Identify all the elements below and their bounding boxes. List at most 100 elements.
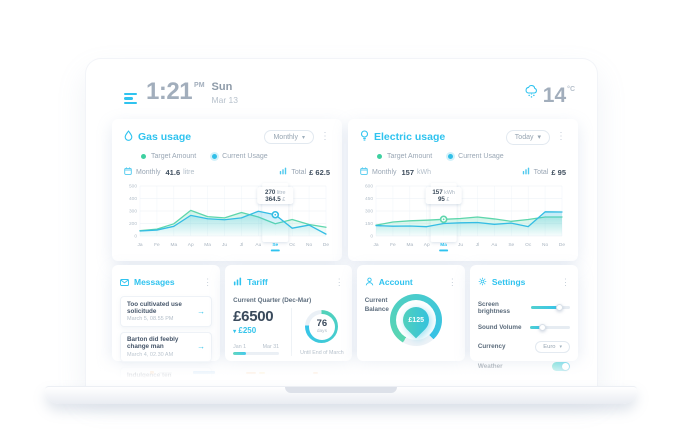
gear-icon [478, 273, 487, 291]
gas-total-label: Total [291, 168, 307, 176]
current-usage-dot [448, 154, 454, 159]
account-balance-label: Current Balance [364, 297, 389, 313]
currency-value: Euro [543, 343, 556, 350]
tariff-days-value: 76 [316, 317, 328, 329]
message-time: March 4, 02.30 AM [127, 351, 174, 358]
brightness-label: Screen brightness [477, 300, 511, 315]
electric-legend: Target Amount Current Usage [377, 153, 566, 160]
svg-text:95 £: 95 £ [438, 196, 449, 203]
laptop-base [45, 386, 637, 404]
electric-period-dropdown[interactable]: Today ▾ [505, 129, 550, 145]
volume-slider[interactable] [530, 323, 570, 331]
svg-text:300: 300 [129, 209, 137, 215]
svg-text:De: De [559, 242, 565, 248]
svg-text:Ap: Ap [188, 242, 194, 248]
svg-text:No: No [306, 242, 312, 248]
droplet-icon [124, 128, 133, 146]
svg-text:Ma: Ma [440, 242, 447, 248]
kebab-menu-icon[interactable]: ⋮ [334, 277, 344, 287]
tariff-end-date: Mar 31 [262, 344, 280, 350]
gas-info-row: Monthly 41.6 litre Total £ 62.5 [124, 167, 330, 177]
svg-text:Oc: Oc [525, 242, 532, 248]
day-label: Sun [211, 81, 233, 93]
clock: 1:21 PM Sun Mar 13 [146, 80, 239, 106]
gas-period-value: Monthly [273, 133, 298, 141]
message-time: March 5, 08.55 PM [127, 316, 174, 322]
svg-text:Se: Se [508, 242, 514, 248]
tariff-title: Tariff [247, 277, 268, 287]
stats-icon [279, 167, 287, 177]
gas-usage-card: Gas usage Monthly ▾ ⋮ Target Amount Curre… [112, 119, 342, 261]
svg-text:Ap: Ap [424, 242, 430, 248]
svg-text:300: 300 [365, 209, 373, 215]
svg-text:De: De [323, 242, 329, 248]
messages-title: Messages [134, 277, 175, 287]
svg-text:150: 150 [365, 221, 373, 227]
svg-text:No: No [542, 242, 548, 248]
kebab-menu-icon[interactable]: ⋮ [203, 277, 213, 287]
rain-cloud-icon [524, 85, 539, 105]
current-usage-label: Current Usage [458, 153, 504, 160]
slider-knob[interactable] [555, 303, 563, 311]
trackpad-notch [285, 387, 397, 393]
svg-text:Ma: Ma [406, 242, 413, 248]
tariff-footnote: Until End of March [300, 350, 344, 356]
message-item[interactable]: Too cultivated use solicitude March 5, 0… [120, 296, 213, 327]
svg-text:Fe: Fe [390, 242, 396, 248]
electric-stat-label: Monthly [372, 168, 397, 176]
date-label: Mar 13 [211, 95, 239, 105]
hamburger-menu-icon[interactable] [124, 93, 137, 105]
svg-text:Ju: Ju [222, 242, 227, 248]
message-item[interactable]: Barton did feebly change man March 4, 02… [120, 331, 213, 362]
svg-text:Ja: Ja [137, 242, 142, 248]
temperature-value: 14 [542, 84, 567, 107]
kebab-menu-icon[interactable]: ⋮ [561, 277, 570, 287]
kebab-menu-icon[interactable]: ⋮ [320, 131, 330, 142]
weather-toggle[interactable] [552, 362, 570, 371]
decrease-icon: ▾ [233, 329, 237, 335]
gas-period-dropdown[interactable]: Monthly ▾ [264, 130, 314, 144]
electric-stat-value: 157 [401, 167, 415, 177]
settings-title: Settings [491, 277, 526, 287]
svg-text:600: 600 [365, 184, 373, 190]
tariff-card: Tariff ⋮ Current Quarter (Dec-Mar) £6500… [225, 265, 352, 361]
currency-dropdown[interactable]: Euro ▾ [535, 340, 570, 353]
electric-period-value: Today [514, 133, 534, 141]
target-amount-label: Target Amount [387, 153, 433, 160]
svg-text:Au: Au [491, 242, 497, 248]
tariff-subtitle: Current Quarter (Dec-Mar) [233, 297, 312, 304]
svg-text:Au: Au [255, 242, 261, 248]
weather-toggle-label: Weather [477, 363, 503, 370]
kebab-menu-icon[interactable]: ⋮ [447, 277, 457, 287]
calendar-icon [124, 167, 132, 177]
kebab-menu-icon[interactable]: ⋮ [556, 131, 566, 142]
messages-card: Messages ⋮ Too cultivated use solicitude… [112, 265, 221, 388]
svg-text:157 kWh: 157 kWh [432, 189, 455, 196]
svg-text:Fe: Fe [154, 242, 160, 248]
temperature-unit: °C [567, 86, 575, 93]
electric-stat-unit: kWh [417, 168, 432, 176]
svg-text:270 litre: 270 litre [265, 189, 286, 196]
svg-text:0: 0 [370, 234, 373, 240]
chart-icon [233, 273, 242, 291]
calendar-icon [360, 167, 368, 177]
tariff-progress-bar [233, 352, 280, 355]
user-icon [365, 273, 374, 291]
tariff-change-value: £250 [238, 326, 257, 335]
stats-icon [522, 167, 530, 177]
tariff-amount: £6500 [233, 308, 274, 325]
svg-text:450: 450 [365, 196, 373, 202]
arrow-right-icon: → [197, 306, 206, 316]
dashboard: 1:21 PM Sun Mar 13 14 °C [86, 59, 597, 388]
account-balance-gauge: £125 [389, 294, 442, 346]
svg-text:Ju: Ju [458, 242, 463, 248]
message-title: Too cultivated use solicitude [127, 300, 182, 315]
electric-total-value: £ 95 [551, 167, 566, 177]
svg-text:200: 200 [129, 221, 137, 227]
slider-knob[interactable] [538, 323, 546, 331]
currency-label: Currency [477, 343, 506, 350]
account-title: Account [378, 277, 413, 287]
brightness-slider[interactable] [531, 303, 570, 311]
